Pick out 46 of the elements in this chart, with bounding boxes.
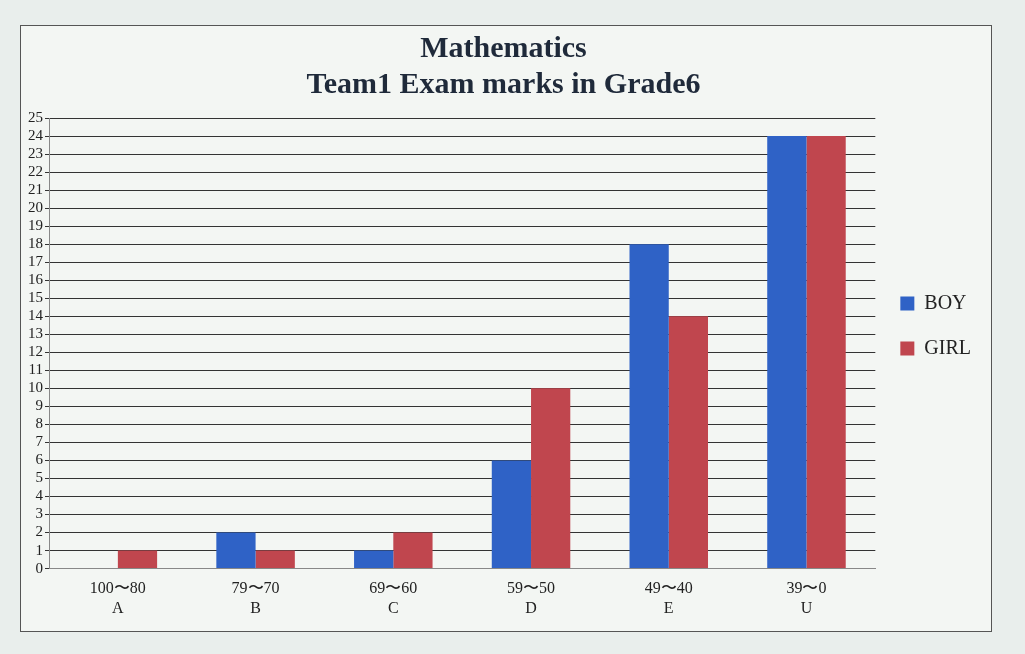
y-tick-label: 11 bbox=[28, 361, 43, 378]
y-tick-label: 21 bbox=[28, 181, 43, 198]
y-tick-label: 16 bbox=[28, 271, 44, 288]
y-tick-label: 14 bbox=[28, 307, 44, 324]
y-tick-label: 13 bbox=[28, 325, 43, 342]
x-tick-label: 39〜0 U bbox=[786, 579, 827, 616]
bar bbox=[354, 550, 394, 569]
bar bbox=[629, 244, 669, 569]
y-tick-label: 12 bbox=[28, 343, 43, 360]
x-tick-label: 69〜60 C bbox=[369, 579, 418, 616]
bar bbox=[668, 316, 709, 569]
y-tick-label: 1 bbox=[35, 541, 43, 558]
y-tick-label: 7 bbox=[35, 433, 44, 450]
bar bbox=[117, 550, 158, 569]
y-tick-label: 19 bbox=[28, 217, 43, 234]
y-tick-label: 4 bbox=[35, 487, 44, 504]
y-tick-label: 2 bbox=[35, 523, 43, 540]
y-tick-label: 18 bbox=[28, 235, 43, 252]
bar bbox=[255, 550, 295, 569]
x-tick-label: 59〜50 D bbox=[507, 579, 556, 616]
legend-label: GIRL bbox=[924, 335, 972, 358]
y-tick-label: 3 bbox=[35, 505, 43, 522]
y-tick-label: 9 bbox=[35, 397, 43, 414]
y-tick-label: 23 bbox=[28, 144, 43, 161]
y-tick-label: 6 bbox=[35, 451, 44, 468]
y-tick-label: 10 bbox=[28, 379, 43, 396]
y-tick-label: 17 bbox=[28, 253, 44, 270]
bar bbox=[491, 460, 532, 569]
x-tick-label: 49〜40 E bbox=[644, 579, 693, 616]
y-tick-label: 20 bbox=[28, 199, 43, 216]
bar bbox=[767, 136, 807, 569]
y-tick-label: 0 bbox=[35, 559, 43, 576]
bar bbox=[393, 532, 433, 569]
y-tick-label: 8 bbox=[35, 415, 43, 432]
x-tick-label: 100〜80 A bbox=[89, 579, 146, 616]
x-tick-label: 79〜70 B bbox=[231, 579, 280, 616]
y-tick-label: 5 bbox=[35, 469, 43, 486]
y-tick-label: 24 bbox=[28, 126, 44, 143]
y-tick-label: 25 bbox=[28, 108, 43, 125]
bar bbox=[216, 532, 256, 569]
y-tick-label: 22 bbox=[28, 163, 43, 180]
legend-label: BOY bbox=[924, 290, 967, 313]
bar bbox=[806, 136, 846, 569]
chart-title: Mathematics Team1 Exam marks in Grade6 bbox=[306, 29, 701, 99]
y-tick-label: 15 bbox=[28, 289, 43, 306]
bar bbox=[531, 388, 571, 569]
